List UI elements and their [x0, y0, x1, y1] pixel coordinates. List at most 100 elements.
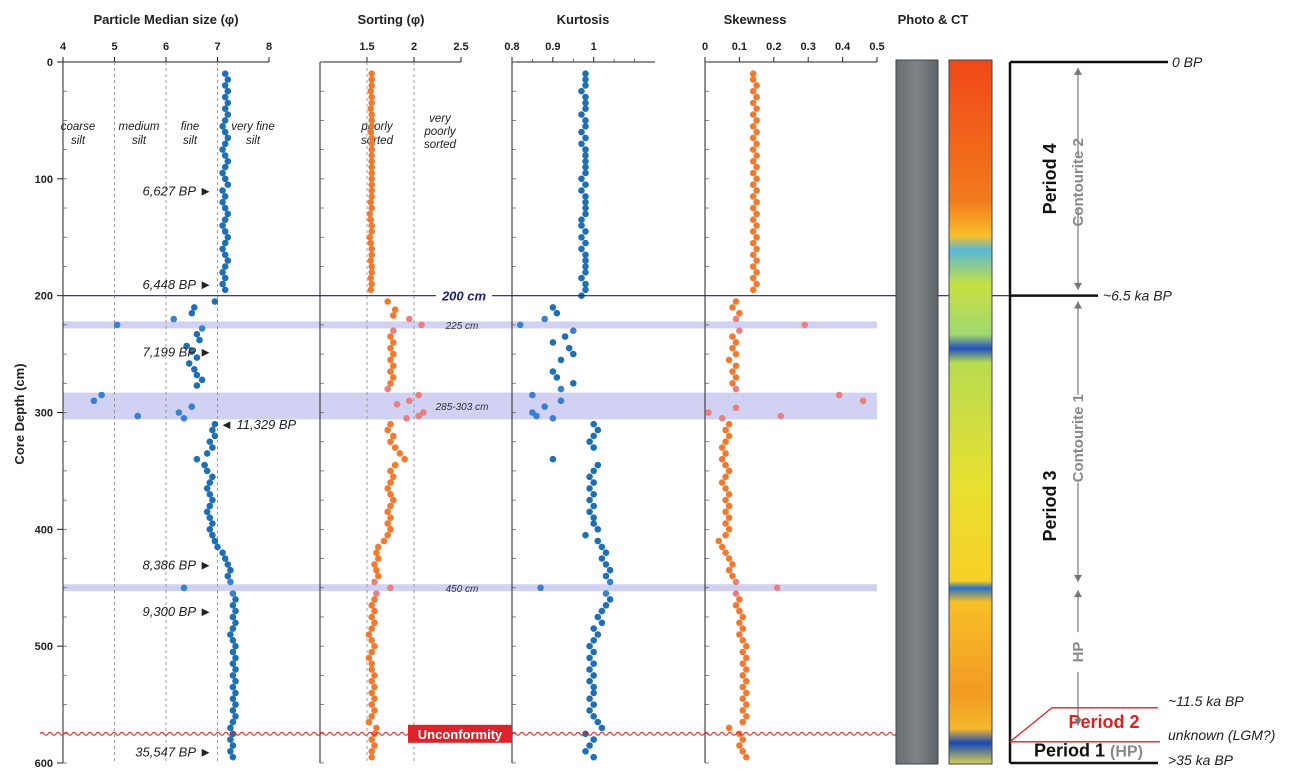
data-point-kurtosis [586, 473, 593, 481]
data-point-kurtosis [582, 193, 589, 200]
data-point-kurtosis [557, 385, 565, 393]
data-point-skewness [729, 344, 736, 352]
data-point-median [224, 134, 232, 142]
data-point-sorting [368, 736, 376, 743]
data-point-median [214, 543, 221, 551]
data-point-kurtosis [586, 508, 593, 516]
data-point-skewness [777, 412, 784, 420]
core-photo [895, 59, 939, 765]
data-point-skewness [736, 607, 743, 615]
data-point-kurtosis [582, 158, 589, 165]
data-point-skewness [739, 718, 747, 726]
data-point-kurtosis [590, 491, 597, 498]
data-point-skewness [725, 555, 733, 562]
data-point-kurtosis [590, 479, 597, 486]
data-point-sorting [373, 590, 380, 597]
data-point-median [229, 742, 237, 749]
data-point-median [229, 718, 237, 726]
data-point-kurtosis [553, 309, 561, 317]
data-point-skewness [743, 701, 750, 708]
data-point-skewness [718, 543, 726, 551]
data-point-sorting [390, 432, 397, 440]
data-point-median [221, 251, 229, 259]
data-point-sorting [368, 93, 376, 101]
age-mark: unknown (LGM?) [1168, 727, 1275, 743]
data-point-sorting [390, 327, 397, 335]
data-point-sorting [371, 642, 378, 650]
highlight-band [63, 584, 877, 592]
data-point-median [224, 561, 232, 568]
data-point-sorting [387, 356, 394, 364]
data-point-kurtosis [586, 438, 593, 446]
data-point-kurtosis [582, 181, 589, 188]
data-point-kurtosis [594, 526, 602, 533]
data-point-median [229, 602, 237, 609]
data-point-skewness [718, 455, 726, 463]
data-point-median [229, 695, 237, 702]
data-point-sorting [380, 537, 388, 545]
x-tick-label: 8 [266, 41, 272, 53]
data-point-skewness [739, 637, 747, 644]
data-point-median [229, 648, 237, 656]
data-point-sorting [375, 555, 382, 562]
data-point-median [221, 204, 229, 212]
data-point-kurtosis [590, 672, 597, 679]
data-point-sorting [368, 70, 376, 77]
age-mark: >35 ka BP [1168, 752, 1234, 768]
data-point-skewness [753, 210, 760, 218]
data-point-kurtosis [570, 350, 577, 358]
data-point-sorting [368, 263, 376, 270]
x-tick-label: 4 [60, 41, 67, 53]
data-point-sorting [396, 450, 404, 457]
data-point-kurtosis [578, 140, 585, 148]
data-point-kurtosis [590, 420, 597, 428]
data-point-kurtosis [594, 461, 602, 469]
data-point-sorting [387, 514, 394, 521]
data-point-median [227, 748, 234, 755]
data-point-skewness [749, 169, 757, 177]
data-point-kurtosis [590, 514, 597, 521]
data-point-kurtosis [590, 660, 597, 667]
data-point-median [221, 105, 229, 112]
grain-class-label: medium silt [119, 121, 160, 147]
data-point-skewness [722, 496, 729, 504]
data-point-kurtosis [590, 520, 597, 527]
data-point-kurtosis [549, 368, 557, 375]
data-point-median [221, 263, 229, 270]
data-point-median [224, 181, 232, 188]
age-label: 8,386 BP ► [143, 557, 212, 572]
data-point-sorting [387, 584, 394, 592]
depth-tick-label: 600 [35, 758, 53, 769]
data-point-median [221, 193, 229, 200]
data-point-sorting [367, 286, 375, 294]
panel-title-kurtosis: Kurtosis [557, 12, 610, 27]
data-point-skewness [729, 380, 736, 387]
data-point-skewness [801, 321, 809, 329]
data-point-kurtosis [590, 502, 597, 510]
data-point-kurtosis [586, 496, 593, 504]
data-point-sorting [375, 572, 382, 580]
grain-class-label: very fine silt [231, 121, 274, 147]
data-point-median [219, 187, 226, 194]
data-point-skewness [739, 736, 747, 743]
data-point-sorting [387, 479, 394, 486]
data-point-median [229, 625, 237, 632]
data-point-kurtosis [598, 724, 606, 732]
data-point-sorting [367, 239, 375, 247]
data-point-skewness [718, 479, 726, 486]
data-point-median [219, 198, 226, 206]
sorting-class-label: poorly sorted [360, 121, 394, 147]
data-point-skewness [859, 397, 867, 405]
data-point-skewness [749, 263, 757, 270]
unconformity-label-bg [408, 724, 512, 743]
data-point-median [221, 117, 229, 124]
data-point-kurtosis [578, 216, 585, 223]
data-point-sorting [365, 631, 373, 638]
data-point-skewness [739, 695, 747, 702]
data-point-sorting [367, 198, 375, 206]
data-point-median [224, 158, 232, 165]
data-point-median [224, 210, 232, 218]
data-point-kurtosis [529, 391, 536, 399]
data-point-sorting [368, 748, 376, 755]
